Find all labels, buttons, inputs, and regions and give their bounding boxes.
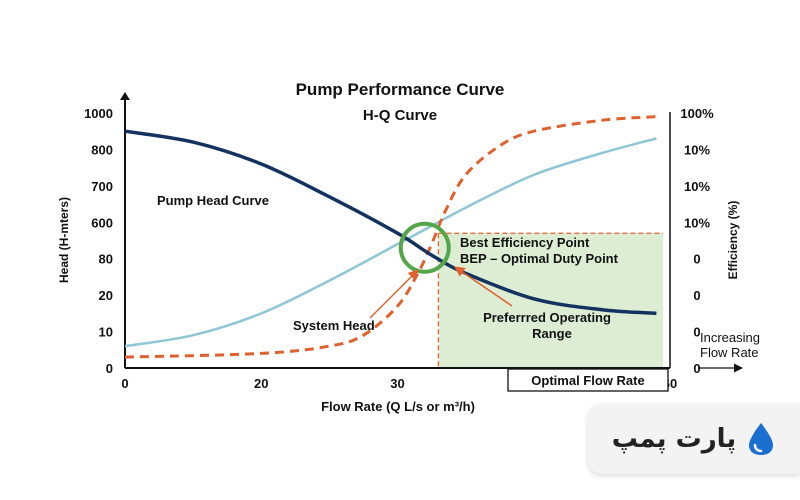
system-head-label: System Head [293, 318, 375, 333]
system-head-arrow [369, 269, 419, 319]
y-tick-label: 0 [106, 361, 113, 376]
y2-tick-label: 0 [693, 252, 700, 267]
y2-tick-label: 0 [693, 288, 700, 303]
y-axis-arrow-icon [120, 92, 130, 100]
preferred-range-arrow [454, 266, 513, 307]
water-drop-icon [749, 423, 774, 455]
optimal-flow-label: Optimal Flow Rate [531, 373, 644, 388]
efficiency-curve [124, 115, 657, 359]
y-tick-label: 10 [99, 325, 113, 340]
right-tick-labels: 0 0 0 0 10% 10% 10% 100% [680, 106, 714, 376]
preferred-range-label-1: Preferrred Operating [483, 310, 611, 325]
x-tick-label: 20 [254, 376, 268, 391]
x-axis-label: Flow Rate (Q L/s or m³/h) [321, 399, 475, 414]
y2-tick-label: 100% [680, 106, 714, 121]
chart-title: Pump Performance Curve [296, 80, 505, 99]
x-tick-label: 30 [390, 376, 404, 391]
brand-logo-card: پارت پمپ [588, 404, 800, 474]
bep-label-2: BEP – Optimal Duty Point [460, 251, 619, 266]
y-tick-label: 600 [91, 215, 113, 230]
pump-head-label: Pump Head Curve [157, 193, 269, 208]
y2-tick-label: 10% [684, 179, 710, 194]
optimal-flow-box [507, 368, 669, 392]
y-tick-label: 700 [91, 179, 113, 194]
x-tick-label: 0 [121, 376, 128, 391]
y2-tick-label: 10% [684, 142, 710, 157]
y-tick-label: 800 [91, 142, 113, 157]
y2-tick-label: 0 [693, 361, 700, 376]
preferred-range-label-2: Range [532, 326, 572, 341]
y-axis-label: Head (H-mters) [57, 197, 71, 283]
y2-tick-label: 10% [684, 215, 710, 230]
bep-marker [398, 221, 451, 274]
y2-axis-label: Efficiency (%) [726, 201, 740, 280]
y-tick-label: 20 [99, 288, 113, 303]
system-head-curve [124, 137, 657, 348]
bep-label-1: Best Efficiency Point [460, 235, 590, 250]
left-tick-labels: 0 10 20 80 600 700 800 1000 [84, 106, 113, 376]
pump-head-curve [124, 129, 657, 316]
brand-logo-text: پارت پمپ [611, 424, 737, 454]
increasing-label-2: Flow Rate [700, 345, 759, 360]
optimal-range-area [438, 233, 664, 368]
y-tick-label: 1000 [84, 106, 113, 121]
y-tick-label: 80 [99, 252, 113, 267]
chart-subtitle: H-Q Curve [363, 107, 437, 124]
increasing-label-1: Increasing [700, 330, 760, 345]
y2-tick-label: 0 [693, 325, 700, 340]
